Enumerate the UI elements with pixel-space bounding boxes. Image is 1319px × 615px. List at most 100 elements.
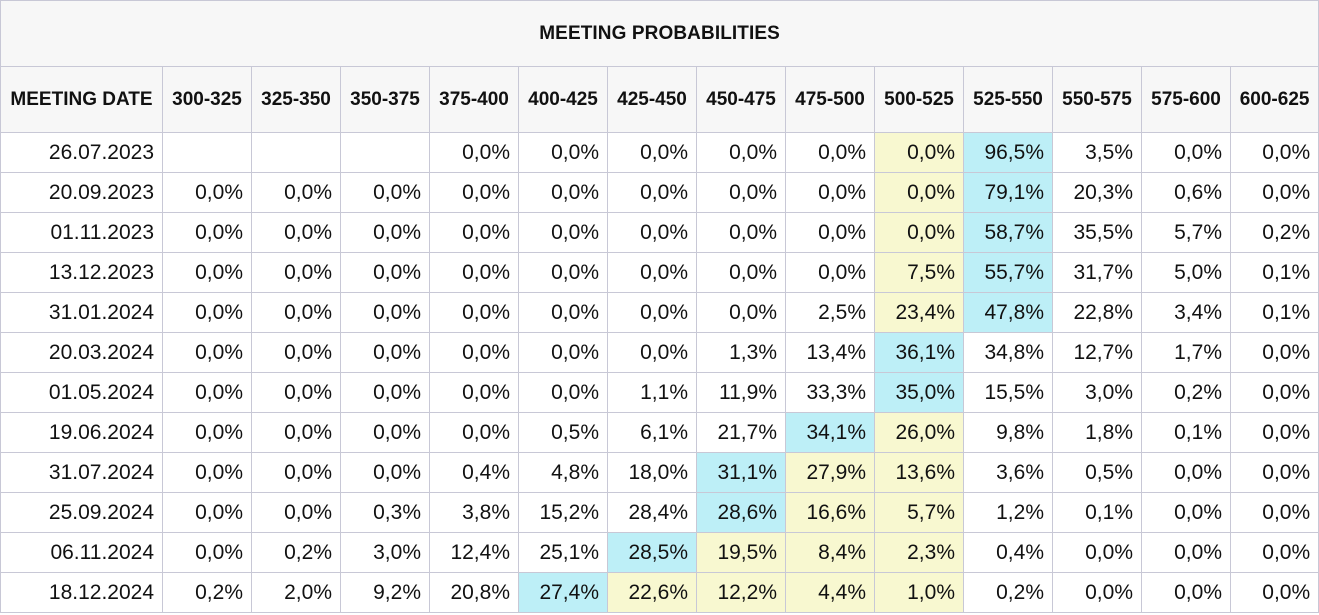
probability-cell: 0,0%	[518, 332, 608, 373]
probability-cell: 13,4%	[785, 332, 875, 373]
probability-cell: 19,5%	[696, 532, 786, 573]
probability-cell: 0,2%	[1229, 212, 1319, 253]
probability-cell: 0,0%	[607, 132, 697, 173]
probability-cell: 0,0%	[696, 292, 786, 333]
probability-cell: 0,0%	[785, 132, 875, 173]
probability-cell: 0,5%	[518, 412, 608, 453]
probability-cell: 31,7%	[1052, 252, 1142, 293]
probability-cell: 0,0%	[251, 252, 341, 293]
probability-cell: 27,9%	[785, 452, 875, 493]
probability-cell: 58,7%	[963, 212, 1053, 253]
probability-cell: 4,4%	[785, 572, 875, 613]
probability-cell: 0,0%	[607, 212, 697, 253]
probability-cell: 35,0%	[874, 372, 964, 413]
probability-cell: 28,6%	[696, 492, 786, 533]
probability-cell: 0,0%	[340, 372, 430, 413]
meeting-date-cell: 20.09.2023	[0, 172, 163, 213]
table-title: MEETING PROBABILITIES	[0, 0, 1319, 67]
probability-cell: 0,0%	[1141, 532, 1231, 573]
probability-cell: 0,0%	[785, 172, 875, 213]
probability-cell: 28,5%	[607, 532, 697, 573]
probability-cell: 3,0%	[1052, 372, 1142, 413]
probability-cell: 79,1%	[963, 172, 1053, 213]
column-header-325-350: 325-350	[251, 66, 341, 133]
column-header-row: MEETING DATE 300-325 325-350 350-375 375-40…	[0, 66, 1319, 133]
table-row: 13.12.2023 0,0% 0,0% 0,0% 0,0% 0,0% 0,0% 0,0% 0,…	[0, 252, 1319, 293]
probability-cell: 0,2%	[251, 532, 341, 573]
probability-cell: 0,0%	[785, 252, 875, 293]
probability-cell: 0,0%	[429, 172, 519, 213]
probability-cell: 20,3%	[1052, 172, 1142, 213]
probability-cell: 0,0%	[162, 412, 252, 453]
probability-cell: 2,3%	[874, 532, 964, 573]
probability-cell: 3,4%	[1141, 292, 1231, 333]
probability-cell: 0,0%	[1052, 572, 1142, 613]
probability-cell: 31,1%	[696, 452, 786, 493]
meeting-date-cell: 20.03.2024	[0, 332, 163, 373]
column-header-425-450: 425-450	[607, 66, 697, 133]
probability-cell: 0,0%	[607, 172, 697, 213]
table-row: 31.07.2024 0,0% 0,0% 0,0% 0,4% 4,8% 18,0% 31,1%…	[0, 452, 1319, 493]
probability-cell: 0,0%	[340, 172, 430, 213]
probability-cell: 0,4%	[429, 452, 519, 493]
probability-cell: 5,7%	[874, 492, 964, 533]
probability-cell: 0,0%	[874, 212, 964, 253]
probability-cell: 0,0%	[696, 172, 786, 213]
meeting-date-cell: 19.06.2024	[0, 412, 163, 453]
probability-cell: 0,0%	[607, 252, 697, 293]
probability-cell: 1,8%	[1052, 412, 1142, 453]
table-body: 26.07.2023 0,0% 0,0% 0,0% 0,0% 0,0% 0,0% 96,5% 3…	[0, 132, 1319, 613]
probability-cell: 8,4%	[785, 532, 875, 573]
probability-cell: 55,7%	[963, 252, 1053, 293]
probability-cell: 0,0%	[1141, 132, 1231, 173]
probability-cell: 0,0%	[1229, 572, 1319, 613]
probability-cell: 0,0%	[696, 212, 786, 253]
column-header-450-475: 450-475	[696, 66, 786, 133]
probability-cell: 1,7%	[1141, 332, 1231, 373]
probability-cell: 0,1%	[1229, 292, 1319, 333]
probability-cell: 0,0%	[1229, 132, 1319, 173]
probability-cell: 0,0%	[251, 172, 341, 213]
probability-cell: 0,0%	[518, 292, 608, 333]
probability-cell: 4,8%	[518, 452, 608, 493]
probability-cell: 0,0%	[251, 212, 341, 253]
probability-cell: 0,6%	[1141, 172, 1231, 213]
table-row: 01.05.2024 0,0% 0,0% 0,0% 0,0% 0,0% 1,1% 11,9% 3…	[0, 372, 1319, 413]
probability-cell: 26,0%	[874, 412, 964, 453]
probability-cell: 12,2%	[696, 572, 786, 613]
probability-cell: 36,1%	[874, 332, 964, 373]
probability-cell: 0,0%	[162, 492, 252, 533]
probability-cell: 5,7%	[1141, 212, 1231, 253]
column-header-400-425: 400-425	[518, 66, 608, 133]
probability-cell: 0,2%	[162, 572, 252, 613]
probability-cell: 0,0%	[429, 252, 519, 293]
probability-cell: 12,7%	[1052, 332, 1142, 373]
table-row: 26.07.2023 0,0% 0,0% 0,0% 0,0% 0,0% 0,0% 96,5% 3…	[0, 132, 1319, 173]
probability-cell: 0,0%	[251, 452, 341, 493]
table-row: 06.11.2024 0,0% 0,2% 3,0% 12,4% 25,1% 28,5% 19,…	[0, 532, 1319, 573]
probability-cell: 0,2%	[963, 572, 1053, 613]
probability-cell: 0,0%	[340, 292, 430, 333]
probability-cell: 0,0%	[1141, 572, 1231, 613]
probability-cell: 3,8%	[429, 492, 519, 533]
probability-cell: 35,5%	[1052, 212, 1142, 253]
probability-cell: 0,0%	[1229, 372, 1319, 413]
probability-cell: 0,0%	[429, 292, 519, 333]
probability-cell: 0,0%	[1052, 532, 1142, 573]
probability-cell	[251, 132, 341, 173]
column-header-350-375: 350-375	[340, 66, 430, 133]
probability-cell: 0,0%	[1229, 532, 1319, 573]
probability-cell: 23,4%	[874, 292, 964, 333]
probability-cell: 16,6%	[785, 492, 875, 533]
probability-cell: 0,0%	[785, 212, 875, 253]
probability-cell: 0,0%	[429, 212, 519, 253]
probability-cell: 0,0%	[518, 212, 608, 253]
probability-cell: 0,0%	[340, 252, 430, 293]
probability-cell: 18,0%	[607, 452, 697, 493]
meeting-date-cell: 13.12.2023	[0, 252, 163, 293]
probability-cell: 0,5%	[1052, 452, 1142, 493]
probability-cell: 0,0%	[251, 492, 341, 533]
probability-cell: 2,5%	[785, 292, 875, 333]
probability-cell: 0,0%	[1229, 492, 1319, 533]
probability-cell: 0,3%	[340, 492, 430, 533]
